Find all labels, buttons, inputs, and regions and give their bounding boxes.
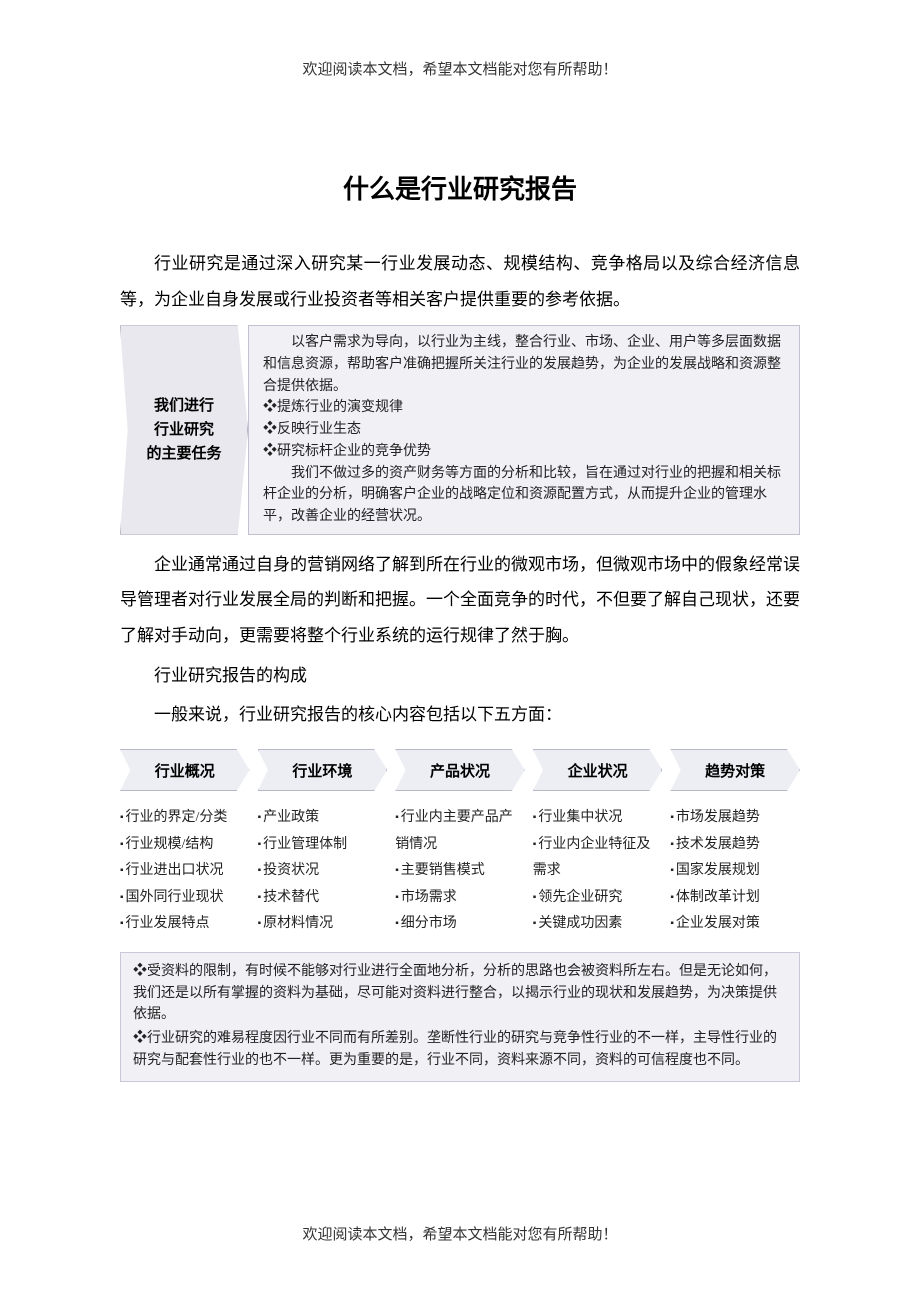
aspect-column: 市场发展趋势 技术发展趋势 国家发展规划 体制改革计划 企业发展对策 [670, 805, 800, 938]
aspect-item: 体制改革计划 [670, 885, 800, 912]
aspect-column: 产业政策 行业管理体制 投资状况 技术替代 原材料情况 [258, 805, 388, 938]
aspect-column: 行业的界定/分类 行业规模/结构 行业进出口状况 国外同行业现状 行业发展特点 [120, 805, 250, 938]
intro-paragraph: 行业研究是通过深入研究某一行业发展动态、规模结构、竞争格局以及综合经济信息等，为… [120, 246, 800, 317]
aspect-item: 技术替代 [258, 885, 388, 912]
aspect-column: 行业内主要产品产销情况 主要销售模式 市场需求 细分市场 [395, 805, 525, 938]
aspect-item: 行业规模/结构 [120, 832, 250, 859]
aspect-item: 投资状况 [258, 858, 388, 885]
aspect-arrow: 行业环境 [258, 749, 388, 791]
aspect-item: 行业内企业特征及需求 [533, 832, 663, 885]
aspect-item: 行业发展特点 [120, 911, 250, 938]
aspect-arrow: 行业概况 [120, 749, 250, 791]
aspect-item: 国外同行业现状 [120, 885, 250, 912]
aspect-item: 行业进出口状况 [120, 858, 250, 885]
footnote: ❖行业研究的难易程度因行业不同而有所差别。垄断性行业的研究与竞争性行业的不一样，… [133, 1028, 787, 1071]
tasks-text: 以客户需求为导向，以行业为主线，整合行业、市场、企业、用户等多层面数据和信息资源… [263, 332, 789, 397]
tasks-bullet: ❖研究标杆企业的竞争优势 [263, 441, 789, 463]
aspect-item: 市场发展趋势 [670, 805, 800, 832]
aspect-arrow: 企业状况 [533, 749, 663, 791]
tasks-label-line: 我们进行 [154, 394, 214, 418]
aspect-item: 行业的界定/分类 [120, 805, 250, 832]
aspect-item: 主要销售模式 [395, 858, 525, 885]
aspect-item: 细分市场 [395, 911, 525, 938]
footnote: ❖受资料的限制，有时候不能够对行业进行全面地分析，分析的思路也会被资料所左右。但… [133, 961, 787, 1026]
footnotes-box: ❖受资料的限制，有时候不能够对行业进行全面地分析，分析的思路也会被资料所左右。但… [120, 952, 800, 1082]
five-aspects-details: 行业的界定/分类 行业规模/结构 行业进出口状况 国外同行业现状 行业发展特点 … [120, 805, 800, 938]
footer-note: 欢迎阅读本文档，希望本文档能对您有所帮助！ [0, 1223, 920, 1244]
aspect-item: 产业政策 [258, 805, 388, 832]
tasks-description-box: 以客户需求为导向，以行业为主线，整合行业、市场、企业、用户等多层面数据和信息资源… [248, 325, 800, 534]
aspect-item: 行业集中状况 [533, 805, 663, 832]
document-title: 什么是行业研究报告 [120, 169, 800, 206]
aspect-item: 原材料情况 [258, 911, 388, 938]
header-note: 欢迎阅读本文档，希望本文档能对您有所帮助！ [0, 0, 920, 79]
tasks-label-line: 行业研究 [154, 418, 214, 442]
tasks-bullet: ❖反映行业生态 [263, 419, 789, 441]
aspect-column: 行业集中状况 行业内企业特征及需求 领先企业研究 关键成功因素 [533, 805, 663, 938]
tasks-text: 我们不做过多的资产财务等方面的分析和比较，旨在通过对行业的把握和相关标杆企业的分… [263, 463, 789, 528]
body-paragraph: 一般来说，行业研究报告的核心内容包括以下五方面： [120, 697, 800, 733]
aspect-item: 领先企业研究 [533, 885, 663, 912]
tasks-label-line: 的主要任务 [146, 442, 221, 466]
aspect-item: 行业内主要产品产销情况 [395, 805, 525, 858]
aspect-item: 企业发展对策 [670, 911, 800, 938]
aspect-item: 技术发展趋势 [670, 832, 800, 859]
aspect-arrow: 趋势对策 [670, 749, 800, 791]
section-heading: 行业研究报告的构成 [120, 658, 800, 694]
tasks-label-box: 我们进行 行业研究 的主要任务 [120, 325, 248, 534]
body-paragraph: 企业通常通过自身的营销网络了解到所在行业的微观市场，但微观市场中的假象经常误导管… [120, 547, 800, 654]
document-content: 什么是行业研究报告 行业研究是通过深入研究某一行业发展动态、规模结构、竞争格局以… [0, 169, 920, 1082]
tasks-diagram: 我们进行 行业研究 的主要任务 以客户需求为导向，以行业为主线，整合行业、市场、… [120, 325, 800, 534]
tasks-bullet: ❖提炼行业的演变规律 [263, 397, 789, 419]
aspect-item: 国家发展规划 [670, 858, 800, 885]
aspect-arrow: 产品状况 [395, 749, 525, 791]
five-aspects-row: 行业概况 行业环境 产品状况 企业状况 趋势对策 [120, 749, 800, 791]
aspect-item: 市场需求 [395, 885, 525, 912]
aspect-item: 关键成功因素 [533, 911, 663, 938]
aspect-item: 行业管理体制 [258, 832, 388, 859]
